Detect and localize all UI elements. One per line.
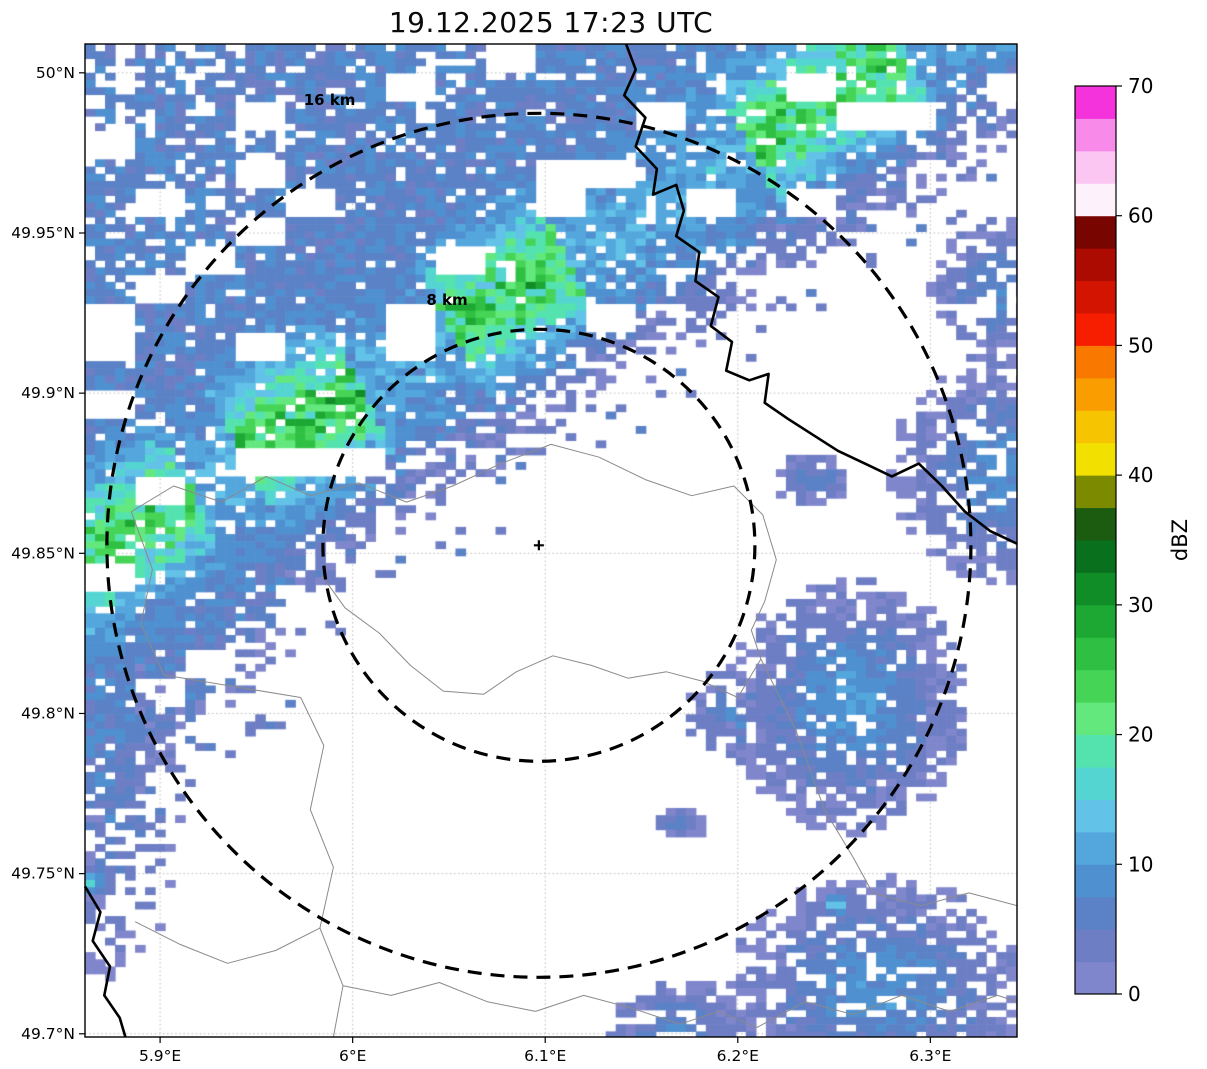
internal-border — [130, 443, 777, 660]
internal-border — [300, 697, 344, 1038]
radar-echo-canvas — [85, 44, 1017, 1037]
colorbar-band — [1075, 410, 1116, 444]
internal-border — [321, 575, 762, 698]
colorbar-tick-label: 20 — [1128, 723, 1153, 747]
x-tick-label: 6.2°E — [717, 1047, 759, 1065]
colorbar-band — [1075, 86, 1116, 119]
colorbar-band — [1075, 442, 1116, 476]
colorbar-band — [1075, 896, 1116, 930]
y-tick-label: 49.85°N — [11, 544, 75, 562]
colorbar-band — [1075, 377, 1116, 411]
colorbar-band — [1075, 540, 1116, 573]
country-border — [83, 885, 127, 1038]
colorbar-band — [1075, 702, 1116, 736]
x-tick-label: 6.1°E — [524, 1047, 566, 1065]
colorbar-band — [1075, 864, 1116, 898]
colorbar-band — [1075, 799, 1116, 833]
colorbar-tick-label: 30 — [1128, 593, 1153, 617]
colorbar-tick-label: 0 — [1128, 982, 1141, 1006]
colorbar-band — [1075, 669, 1116, 703]
x-tick-label: 5.9°E — [139, 1047, 181, 1065]
radar-center-marker — [533, 540, 544, 551]
colorbar-band — [1075, 215, 1116, 249]
colorbar-band — [1075, 637, 1116, 671]
colorbar-band — [1075, 734, 1116, 768]
range-ring-label: 16 km — [304, 91, 356, 109]
colorbar-band — [1075, 929, 1116, 963]
range-ring-8km — [321, 327, 757, 763]
y-tick-label: 49.9°N — [21, 384, 75, 402]
internal-border — [342, 982, 1018, 1028]
y-tick-label: 49.95°N — [11, 224, 75, 242]
colorbar-tick-label: 40 — [1128, 463, 1153, 487]
colorbar-band — [1075, 507, 1116, 541]
internal-border — [134, 921, 321, 964]
colorbar-band — [1075, 345, 1116, 379]
colorbar-band — [1075, 604, 1116, 638]
colorbar-tick-label: 10 — [1128, 852, 1153, 876]
y-tick-label: 49.8°N — [21, 704, 75, 722]
colorbar-tick-label: 50 — [1128, 333, 1153, 357]
x-tick-label: 6°E — [339, 1047, 366, 1065]
colorbar-band — [1075, 118, 1116, 152]
chart-title: 19.12.2025 17:23 UTC — [388, 6, 714, 39]
colorbar-band — [1075, 150, 1116, 184]
plot-border — [84, 43, 1018, 1038]
y-tick-label: 49.75°N — [11, 865, 75, 883]
colorbar-band — [1075, 313, 1116, 346]
colorbar-tick-label: 60 — [1128, 204, 1153, 228]
y-tick-label: 49.7°N — [21, 1025, 75, 1043]
country-border — [622, 43, 1018, 545]
x-tick-label: 6.3°E — [909, 1047, 951, 1065]
range-ring-label: 8 km — [426, 291, 467, 309]
colorbar-band — [1075, 475, 1116, 509]
internal-border — [760, 658, 1018, 907]
colorbar-label: dBZ — [1168, 518, 1192, 562]
colorbar-band — [1075, 280, 1116, 314]
range-ring-16km — [105, 111, 973, 979]
colorbar-band — [1075, 831, 1116, 865]
colorbar-band — [1075, 961, 1116, 995]
colorbar-tick-label: 70 — [1128, 74, 1153, 98]
colorbar-frame — [1074, 85, 1117, 995]
colorbar-band — [1075, 767, 1116, 800]
colorbar-band — [1075, 572, 1116, 606]
colorbar-band — [1075, 183, 1116, 217]
colorbar-band — [1075, 248, 1116, 282]
internal-border — [130, 511, 301, 698]
y-tick-label: 50°N — [36, 64, 75, 82]
